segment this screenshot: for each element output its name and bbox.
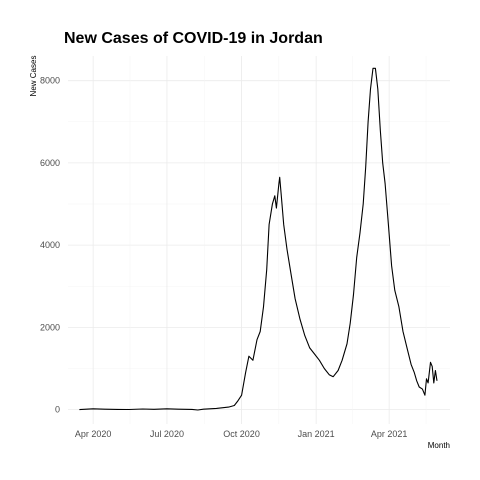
y-tick-label: 6000 [40, 158, 60, 168]
y-tick-label: 8000 [40, 76, 60, 86]
x-tick-label: Jan 2021 [298, 429, 335, 439]
grid [68, 56, 450, 424]
y-axis-ticks: 0 2000 4000 6000 8000 [40, 76, 60, 415]
series-line-new-cases [79, 67, 438, 411]
x-axis-title: Month [428, 441, 450, 450]
chart-title: New Cases of COVID-19 in Jordan [64, 30, 323, 47]
y-tick-label: 0 [55, 405, 60, 415]
x-tick-label: Oct 2020 [223, 429, 260, 439]
y-axis-title: New Cases [29, 56, 38, 97]
x-tick-label: Apr 2021 [371, 429, 408, 439]
x-tick-label: Apr 2020 [75, 429, 112, 439]
y-tick-label: 2000 [40, 322, 60, 332]
y-tick-label: 4000 [40, 240, 60, 250]
x-tick-label: Jul 2020 [150, 429, 184, 439]
x-axis-ticks: Apr 2020 Jul 2020 Oct 2020 Jan 2021 Apr 2021 [75, 429, 408, 439]
